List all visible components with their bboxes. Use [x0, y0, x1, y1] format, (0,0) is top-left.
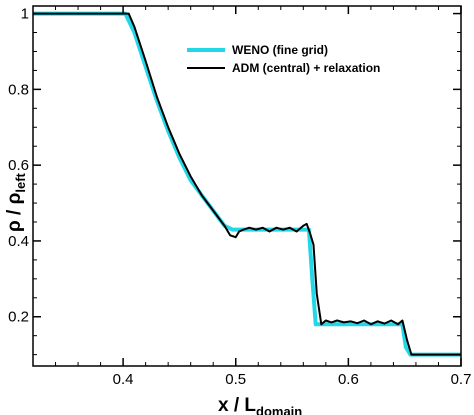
x-tick-label: 0.6: [338, 371, 359, 388]
x-tick-label: 0.4: [113, 371, 134, 388]
series-line-adm: [33, 12, 461, 356]
y-tick-label: 1: [21, 6, 29, 23]
y-tick-label: 0.2: [8, 309, 29, 326]
x-tick-label: 0.5: [225, 371, 246, 388]
legend-label-weno: WENO (fine grid): [232, 43, 328, 57]
plot-frame: [32, 5, 462, 367]
y-tick-label: 0.4: [8, 233, 29, 250]
y-tick-label: 0.8: [8, 81, 29, 98]
x-tick-label: 0.7: [451, 371, 472, 388]
ticks-layer: 0.4 0.5 0.6 0.7 0.2 0.4 0.6 0.8 1: [8, 6, 471, 388]
y-axis-title-main: ρ / ρ: [4, 192, 25, 232]
y-axis-title: ρ / ρleft: [4, 172, 28, 232]
x-axis-title: x / Ldomain: [218, 395, 302, 415]
y-tick-label: 0.6: [8, 157, 29, 174]
x-axis-title-main: x / L: [218, 395, 256, 415]
x-axis-title-sub: domain: [256, 404, 302, 415]
series-layer: [33, 11, 461, 357]
legend: WENO (fine grid) ADM (central) + relaxat…: [187, 43, 380, 75]
y-axis-title-sub: left: [13, 172, 28, 192]
legend-label-adm: ADM (central) + relaxation: [232, 61, 380, 75]
